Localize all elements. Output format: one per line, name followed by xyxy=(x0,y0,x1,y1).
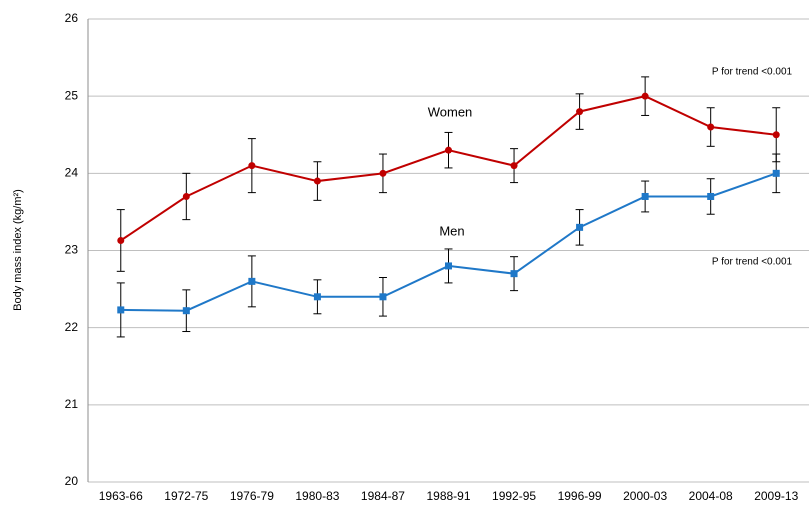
marker xyxy=(182,192,190,200)
marker xyxy=(248,162,256,170)
marker xyxy=(445,146,452,154)
x-tick-label: 1980-83 xyxy=(295,489,339,503)
marker xyxy=(772,169,780,177)
marker xyxy=(641,92,649,100)
marker xyxy=(707,192,715,200)
y-tick-label: 23 xyxy=(65,243,79,257)
series-label: Men xyxy=(439,223,464,238)
marker xyxy=(313,293,321,301)
marker xyxy=(445,262,452,270)
x-tick-label: 2004-08 xyxy=(689,489,733,503)
annotation: P for trend <0.001 xyxy=(712,257,793,268)
y-tick-label: 22 xyxy=(65,320,79,334)
x-tick-label: 1972-75 xyxy=(164,489,208,503)
marker xyxy=(379,169,387,177)
marker xyxy=(510,270,518,278)
x-tick-label: 1996-99 xyxy=(558,489,602,503)
x-tick-label: 2009-13 xyxy=(754,489,798,503)
marker xyxy=(641,192,649,200)
marker xyxy=(379,293,387,301)
marker xyxy=(576,108,584,116)
x-tick-label: 1963-66 xyxy=(99,489,143,503)
y-tick-label: 20 xyxy=(65,474,79,488)
x-tick-label: 2000-03 xyxy=(623,489,667,503)
x-tick-label: 1984-87 xyxy=(361,489,405,503)
series-line xyxy=(120,172,777,312)
marker xyxy=(707,123,715,131)
marker xyxy=(772,131,780,139)
y-tick-label: 26 xyxy=(65,11,79,25)
x-tick-label: 1976-79 xyxy=(230,489,274,503)
marker xyxy=(117,306,125,314)
y-axis-label: Body mass index (kg/m²) xyxy=(12,189,24,311)
marker xyxy=(510,162,518,170)
x-tick-label: 1992-95 xyxy=(492,489,536,503)
annotation: P for trend <0.001 xyxy=(712,67,793,78)
marker xyxy=(117,236,125,244)
marker xyxy=(248,277,256,285)
x-tick-label: 1988-91 xyxy=(426,489,470,503)
marker xyxy=(182,307,190,315)
y-tick-label: 25 xyxy=(65,88,79,102)
y-tick-label: 24 xyxy=(65,166,79,180)
series-label: Women xyxy=(428,104,473,119)
y-tick-label: 21 xyxy=(65,397,79,411)
marker xyxy=(313,177,321,185)
marker xyxy=(576,223,584,231)
